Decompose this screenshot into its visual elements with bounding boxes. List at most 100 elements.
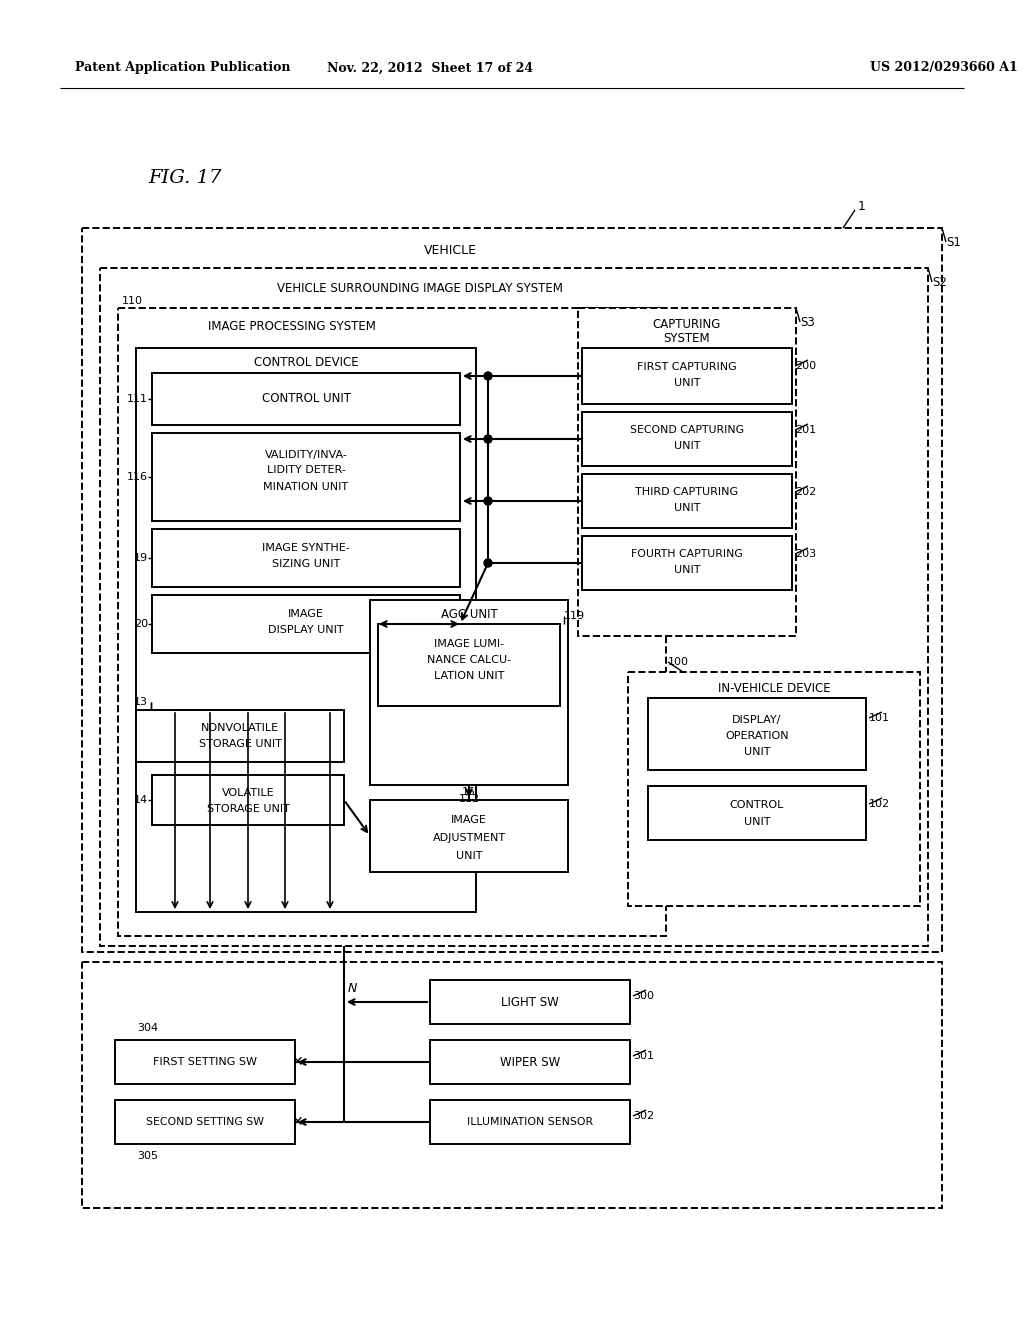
Text: 201: 201: [795, 425, 816, 436]
FancyBboxPatch shape: [648, 698, 866, 770]
Text: IMAGE: IMAGE: [451, 814, 487, 825]
FancyBboxPatch shape: [430, 1040, 630, 1084]
Circle shape: [484, 436, 492, 444]
FancyBboxPatch shape: [152, 374, 460, 425]
Text: 14: 14: [134, 795, 148, 805]
FancyBboxPatch shape: [582, 348, 792, 404]
FancyBboxPatch shape: [152, 529, 460, 587]
Text: CONTROL UNIT: CONTROL UNIT: [261, 392, 350, 405]
Text: VOLATILE: VOLATILE: [221, 788, 274, 799]
FancyBboxPatch shape: [378, 624, 560, 706]
FancyBboxPatch shape: [582, 536, 792, 590]
Text: FOURTH CAPTURING: FOURTH CAPTURING: [631, 549, 742, 558]
Text: 100: 100: [668, 657, 689, 667]
Text: STORAGE UNIT: STORAGE UNIT: [199, 739, 282, 748]
Text: FIRST SETTING SW: FIRST SETTING SW: [153, 1057, 257, 1067]
Text: LIGHT SW: LIGHT SW: [501, 995, 559, 1008]
Text: S1: S1: [946, 235, 961, 248]
Text: S3: S3: [800, 315, 815, 329]
FancyBboxPatch shape: [648, 785, 866, 840]
Text: ✕: ✕: [291, 1055, 303, 1069]
FancyBboxPatch shape: [115, 1100, 295, 1144]
Text: 202: 202: [795, 487, 816, 498]
FancyBboxPatch shape: [118, 308, 666, 936]
Circle shape: [484, 558, 492, 568]
Text: IMAGE: IMAGE: [288, 609, 324, 619]
Text: WIPER SW: WIPER SW: [500, 1056, 560, 1068]
Text: VEHICLE: VEHICLE: [424, 243, 476, 256]
Text: VALIDITY/INVA-: VALIDITY/INVA-: [264, 450, 347, 459]
Text: 110: 110: [122, 296, 143, 306]
Text: 101: 101: [869, 713, 890, 723]
Text: SIZING UNIT: SIZING UNIT: [272, 558, 340, 569]
Text: ✕: ✕: [291, 1115, 303, 1129]
Text: 20: 20: [134, 619, 148, 630]
Text: US 2012/0293660 A1: US 2012/0293660 A1: [870, 62, 1018, 74]
Text: 119: 119: [564, 611, 585, 620]
Text: UNIT: UNIT: [674, 503, 700, 513]
Text: 15: 15: [462, 787, 476, 797]
Text: THIRD CAPTURING: THIRD CAPTURING: [636, 487, 738, 498]
Text: VEHICLE SURROUNDING IMAGE DISPLAY SYSTEM: VEHICLE SURROUNDING IMAGE DISPLAY SYSTEM: [278, 281, 563, 294]
Text: FIRST CAPTURING: FIRST CAPTURING: [637, 362, 737, 372]
Text: OPERATION: OPERATION: [725, 731, 788, 741]
FancyBboxPatch shape: [136, 348, 476, 912]
Text: ILLUMINATION SENSOR: ILLUMINATION SENSOR: [467, 1117, 593, 1127]
Text: N: N: [348, 982, 357, 994]
FancyBboxPatch shape: [152, 433, 460, 521]
Text: MINATION UNIT: MINATION UNIT: [263, 482, 348, 492]
Text: IMAGE PROCESSING SYSTEM: IMAGE PROCESSING SYSTEM: [208, 321, 376, 334]
FancyBboxPatch shape: [82, 228, 942, 952]
Text: NANCE CALCU-: NANCE CALCU-: [427, 655, 511, 665]
FancyBboxPatch shape: [152, 775, 344, 825]
FancyBboxPatch shape: [628, 672, 920, 906]
Text: SECOND CAPTURING: SECOND CAPTURING: [630, 425, 744, 436]
Text: Patent Application Publication: Patent Application Publication: [75, 62, 291, 74]
Text: 19: 19: [134, 553, 148, 564]
Text: UNIT: UNIT: [674, 378, 700, 388]
Text: SYSTEM: SYSTEM: [664, 333, 711, 346]
Text: 304: 304: [137, 1023, 158, 1034]
FancyBboxPatch shape: [430, 1100, 630, 1144]
Circle shape: [484, 372, 492, 380]
FancyBboxPatch shape: [370, 800, 568, 873]
Text: IMAGE LUMI-: IMAGE LUMI-: [434, 639, 504, 649]
Text: UNIT: UNIT: [456, 851, 482, 861]
Text: ADJUSTMENT: ADJUSTMENT: [432, 833, 506, 843]
Text: AGC UNIT: AGC UNIT: [440, 607, 498, 620]
Text: UNIT: UNIT: [743, 747, 770, 756]
Text: NONVOLATILE: NONVOLATILE: [201, 723, 280, 733]
FancyBboxPatch shape: [152, 595, 460, 653]
Text: 1: 1: [858, 201, 866, 214]
Text: IN-VEHICLE DEVICE: IN-VEHICLE DEVICE: [718, 681, 830, 694]
FancyBboxPatch shape: [430, 979, 630, 1024]
Text: IMAGE SYNTHE-: IMAGE SYNTHE-: [262, 543, 350, 553]
Text: STORAGE UNIT: STORAGE UNIT: [207, 804, 290, 814]
Text: UNIT: UNIT: [674, 441, 700, 451]
FancyBboxPatch shape: [115, 1040, 295, 1084]
Text: 200: 200: [795, 360, 816, 371]
Text: 102: 102: [869, 799, 890, 809]
Text: DISPLAY/: DISPLAY/: [732, 715, 781, 725]
Text: 203: 203: [795, 549, 816, 558]
Text: UNIT: UNIT: [743, 817, 770, 828]
Text: 112: 112: [459, 795, 479, 804]
FancyBboxPatch shape: [82, 962, 942, 1208]
FancyBboxPatch shape: [136, 710, 344, 762]
Text: 302: 302: [633, 1111, 654, 1121]
FancyBboxPatch shape: [370, 601, 568, 785]
Text: LIDITY DETER-: LIDITY DETER-: [266, 465, 345, 475]
Text: FIG. 17: FIG. 17: [148, 169, 221, 187]
Text: 305: 305: [137, 1151, 158, 1162]
Text: DISPLAY UNIT: DISPLAY UNIT: [268, 624, 344, 635]
Text: SECOND SETTING SW: SECOND SETTING SW: [146, 1117, 264, 1127]
Text: S2: S2: [932, 276, 947, 289]
FancyBboxPatch shape: [578, 308, 796, 636]
Text: 301: 301: [633, 1051, 654, 1061]
FancyBboxPatch shape: [582, 412, 792, 466]
Text: UNIT: UNIT: [674, 565, 700, 576]
Circle shape: [484, 498, 492, 506]
Text: 111: 111: [127, 393, 148, 404]
Text: CAPTURING: CAPTURING: [653, 318, 721, 331]
Text: Nov. 22, 2012  Sheet 17 of 24: Nov. 22, 2012 Sheet 17 of 24: [327, 62, 534, 74]
